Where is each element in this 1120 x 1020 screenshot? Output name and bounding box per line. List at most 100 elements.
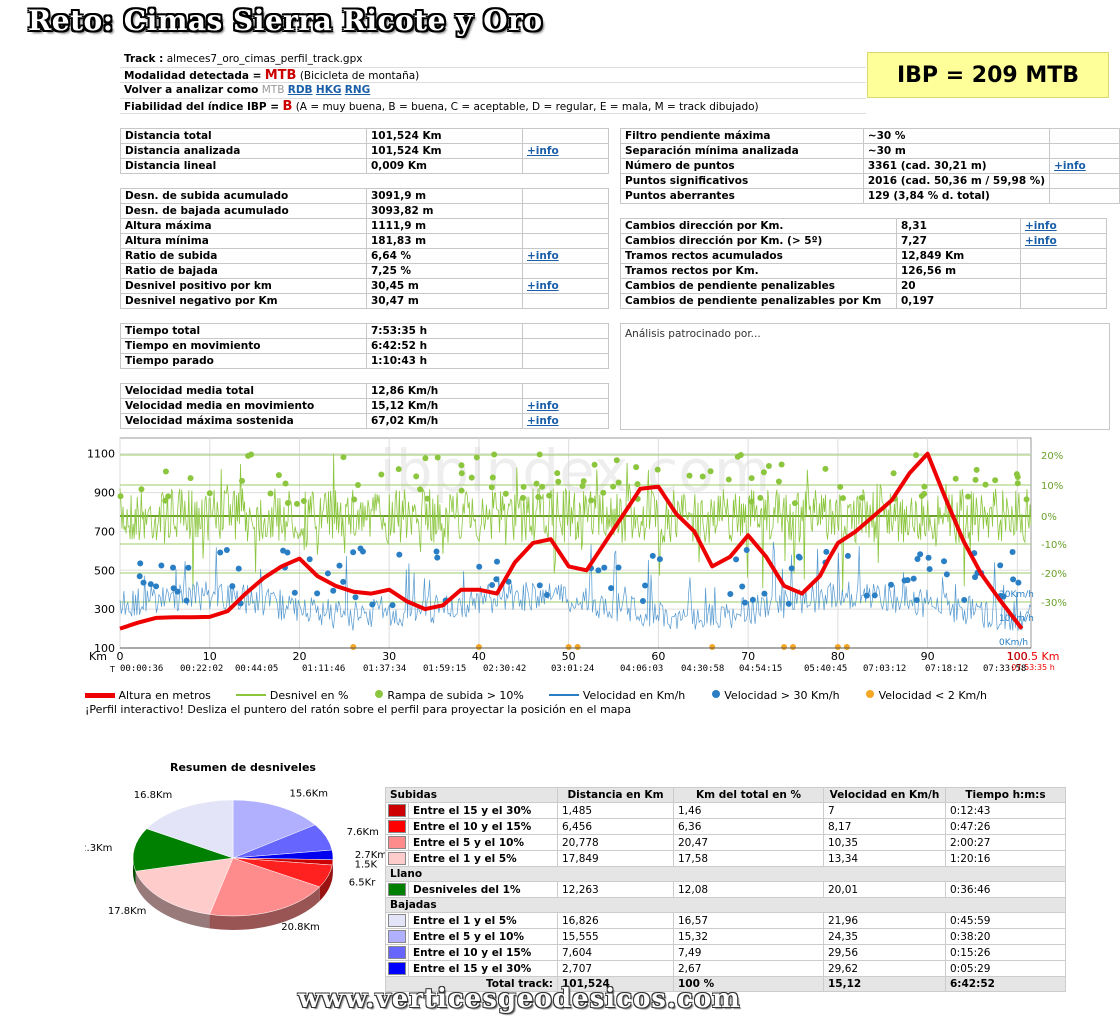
pie-slice-label: 16.8Km — [134, 790, 173, 801]
info-link[interactable]: +info — [1054, 160, 1086, 172]
ramp-point — [533, 480, 540, 487]
stat-row: Tiempo total 7:53:35 h — [120, 323, 609, 339]
fast-speed-point — [389, 602, 396, 609]
reanalyze-rng-link[interactable]: RNG — [344, 84, 371, 96]
reanalyze-rdb-link[interactable]: RDB — [287, 84, 313, 96]
info-link[interactable]: +info — [527, 400, 559, 412]
time-cell: 0:47:26 — [945, 818, 1066, 835]
ramp-point — [520, 483, 527, 490]
slow-speed-point — [781, 644, 788, 650]
fast-speed-point — [749, 596, 756, 603]
fast-speed-point — [761, 590, 768, 597]
pie-slice — [232, 799, 316, 859]
ramp-point — [434, 454, 441, 461]
modalidad-label: Modalidad detectada = — [124, 69, 262, 82]
fast-speed-point — [913, 597, 920, 604]
ramp-point — [588, 497, 595, 504]
reanalyze-hkg-link[interactable]: HKG — [315, 84, 342, 96]
speed-cell: 29,56 — [823, 944, 946, 961]
percent-cell: 2,67 — [673, 960, 824, 977]
y-left-tick: 900 — [94, 487, 115, 500]
stat-row: Altura mínima 181,83 m — [120, 233, 609, 249]
fast-speed-point — [741, 599, 748, 606]
ramp-point — [239, 477, 246, 484]
info-link[interactable]: +info — [527, 415, 559, 427]
modalidad-value: MTB — [264, 67, 297, 83]
section-title: Llano — [385, 866, 1066, 882]
ramp-point — [686, 472, 693, 479]
ramp-point — [378, 471, 385, 478]
ramp-point — [992, 477, 999, 484]
ramp-point — [502, 490, 509, 497]
summary-data-row: Entre el 5 y el 10% 20,778 20,47 10,35 2:00:… — [385, 834, 1066, 851]
info-link[interactable]: +info — [527, 145, 559, 157]
time-tick: 04:30:58 — [681, 664, 724, 674]
stat-label: Tramos rectos acumulados — [620, 248, 897, 264]
ramp-point — [491, 451, 498, 458]
color-swatch — [388, 820, 406, 833]
summary-data-row: Entre el 15 y el 30% 1,485 1,46 7 0:12:43 — [385, 802, 1066, 819]
color-swatch-cell — [385, 881, 409, 898]
track-header: Track : almeces7_oro_cimas_perfil_track.… — [120, 52, 866, 114]
stat-info-cell — [1020, 293, 1107, 309]
ramp-point — [539, 483, 546, 490]
ramp-point — [921, 490, 928, 497]
stat-row: Filtro pendiente máxima ~30 % — [620, 128, 1120, 144]
time-tick: 01:59:15 — [423, 664, 466, 674]
x-end-time: 07:53:35 h — [1011, 663, 1055, 672]
time-cell: 0:12:43 — [945, 802, 1066, 819]
stat-label: Cambios dirección por Km. (> 5º) — [620, 233, 897, 249]
range-label: Entre el 5 y el 10% — [408, 928, 558, 945]
info-link[interactable]: +info — [1025, 220, 1057, 232]
y-right-tick: -10% — [1041, 540, 1067, 551]
stat-value: 7,25 % — [366, 263, 523, 279]
info-link[interactable]: +info — [527, 280, 559, 292]
stat-label: Tiempo parado — [120, 353, 367, 369]
info-link[interactable]: +info — [527, 250, 559, 262]
ramp-point — [1023, 496, 1030, 503]
sponsor-box: Análisis patrocinado por... — [620, 323, 1110, 430]
fast-speed-point — [739, 583, 746, 590]
distance-cell: 2,707 — [557, 960, 674, 977]
distance-cell: 20,778 — [557, 834, 674, 851]
ramp-point — [488, 484, 495, 491]
volver-current: MTB — [261, 84, 285, 96]
fast-speed-point — [925, 554, 932, 561]
ramp-point — [748, 498, 755, 505]
ramp-point — [187, 475, 194, 482]
color-swatch-cell — [385, 802, 409, 819]
fast-speed-point — [642, 582, 649, 589]
time-tick: 05:40:45 — [804, 664, 847, 674]
time-tick: 00:44:05 — [235, 664, 278, 674]
total-time: 6:42:52 — [945, 976, 1066, 992]
stat-info-cell — [522, 233, 609, 249]
x-tick: 0 — [117, 650, 124, 663]
section-title: Bajadas — [385, 897, 1066, 913]
time-tick: 07:18:12 — [925, 664, 968, 674]
summary-data-row: Entre el 1 y el 5% 17,849 17,58 13,34 1:20:1… — [385, 850, 1066, 867]
pie-slice-side — [209, 886, 320, 930]
range-label: Entre el 15 y el 30% — [408, 960, 558, 977]
range-label: Entre el 10 y el 15% — [408, 818, 558, 835]
ramp-point — [354, 482, 361, 489]
time-tick: 00:00:36 — [120, 664, 163, 674]
stat-row: Desn. de subida acumulado 3091,9 m — [120, 188, 609, 204]
modalidad-row: Modalidad detectada = MTB (Bicicleta de … — [120, 67, 866, 83]
fast-speed-point — [494, 558, 501, 565]
pie-slice — [132, 828, 234, 872]
stat-value: 30,45 m — [366, 278, 523, 294]
stat-label: Velocidad máxima sostenida — [120, 413, 367, 429]
fast-speed-point — [649, 552, 656, 559]
fast-speed-point — [941, 558, 948, 565]
total-dist: 101,524 — [557, 976, 674, 992]
distance-cell: 15,555 — [557, 928, 674, 945]
stat-row: Ratio de subida 6,64 % +info — [120, 248, 609, 264]
stat-value: 12,86 Km/h — [366, 383, 523, 399]
info-link[interactable]: +info — [1025, 235, 1057, 247]
ramp-point — [206, 490, 213, 497]
elevation-profile-chart[interactable]: ibpindex.com 20%10%0%-10%-20%-30%20Km/h10… — [85, 436, 1110, 680]
time-cell: 0:15:26 — [945, 944, 1066, 961]
x-tick: 20 — [292, 650, 306, 663]
legend-speed: Velocidad en Km/h — [549, 689, 685, 702]
